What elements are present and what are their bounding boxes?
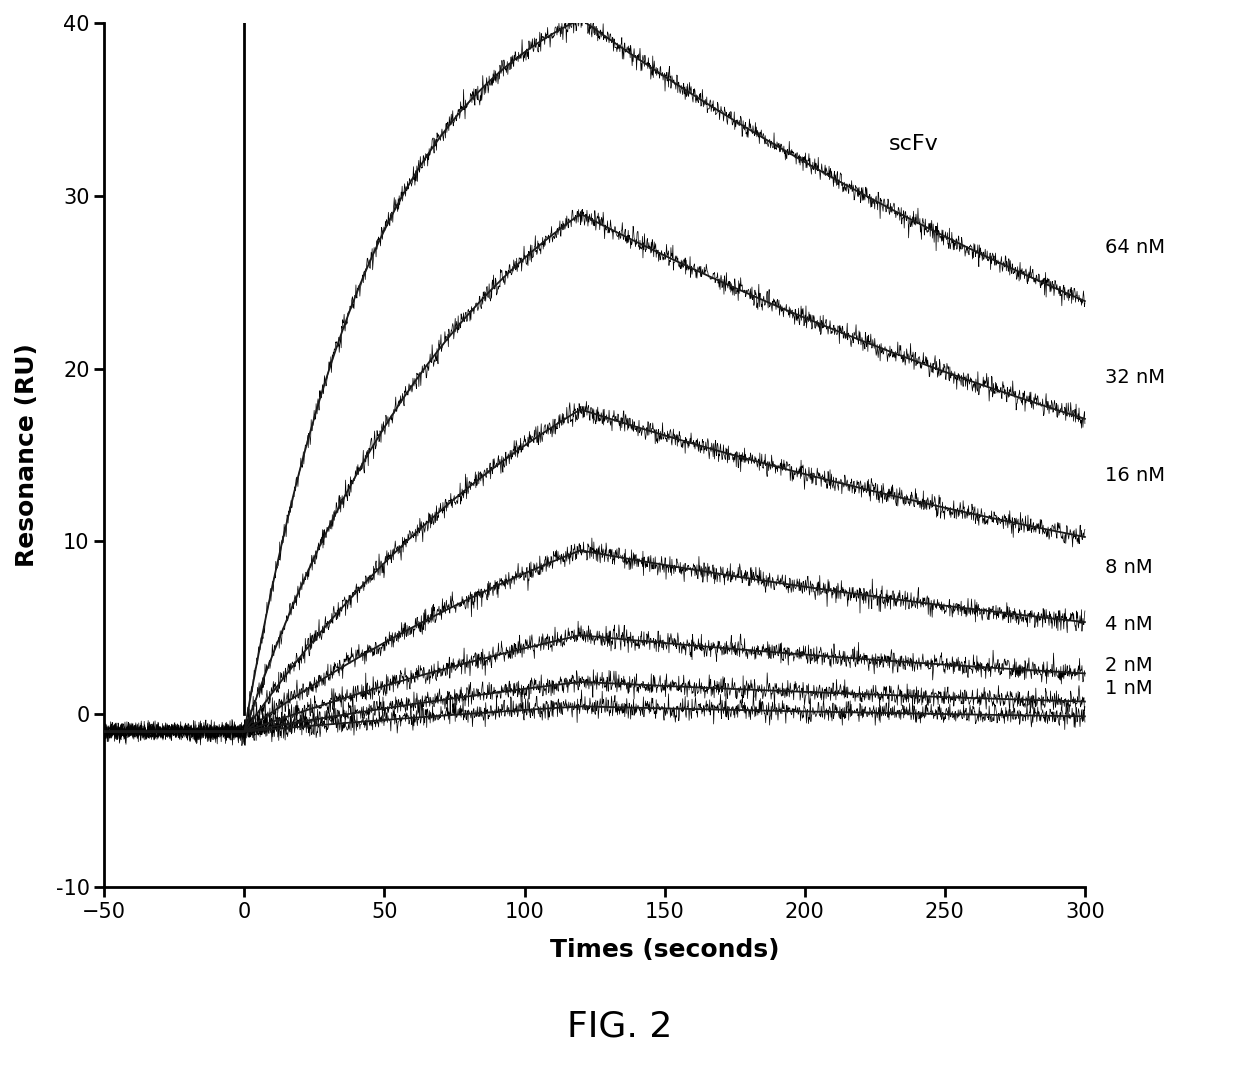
Text: 32 nM: 32 nM (1105, 368, 1164, 387)
Text: 2 nM: 2 nM (1105, 656, 1152, 675)
Text: scFv: scFv (889, 134, 939, 154)
Text: 1 nM: 1 nM (1105, 679, 1152, 698)
Text: 16 nM: 16 nM (1105, 466, 1164, 485)
Y-axis label: Resonance (RU): Resonance (RU) (15, 343, 38, 567)
Text: 64 nM: 64 nM (1105, 238, 1164, 257)
Text: 4 nM: 4 nM (1105, 615, 1152, 634)
X-axis label: Times (seconds): Times (seconds) (549, 938, 780, 962)
Text: FIG. 2: FIG. 2 (568, 1009, 672, 1044)
Text: 8 nM: 8 nM (1105, 558, 1152, 577)
